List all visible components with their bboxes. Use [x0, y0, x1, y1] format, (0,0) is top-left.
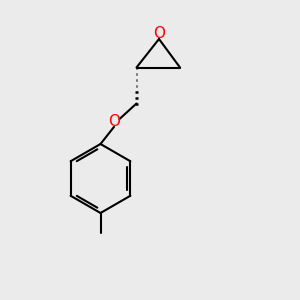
Text: O: O	[153, 26, 165, 41]
Text: O: O	[108, 114, 120, 129]
